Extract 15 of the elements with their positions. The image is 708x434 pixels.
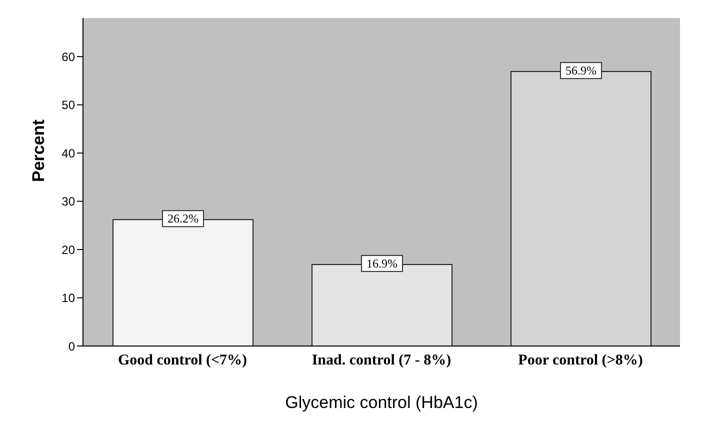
y-tick-label: 40 bbox=[62, 146, 76, 160]
x-tick-label: Inad. control (7 - 8%) bbox=[312, 352, 452, 369]
y-tick-label: 20 bbox=[62, 242, 76, 257]
x-tick-label: Good control (<7%) bbox=[118, 352, 248, 369]
y-tick-label: 60 bbox=[62, 50, 76, 64]
x-axis-title: Glycemic control (HbA1c) bbox=[285, 393, 478, 412]
y-tick-label: 50 bbox=[62, 98, 76, 112]
data-label: 56.9% bbox=[566, 64, 596, 78]
y-axis-title: Percent bbox=[29, 119, 48, 182]
y-tick-label: 0 bbox=[68, 339, 76, 354]
data-label: 16.9% bbox=[366, 256, 398, 270]
y-tick-label: 30 bbox=[62, 194, 76, 209]
data-label: 26.2% bbox=[168, 212, 198, 226]
x-tick-label: Poor control (>8%) bbox=[518, 352, 643, 369]
y-tick-label: 10 bbox=[62, 291, 76, 306]
